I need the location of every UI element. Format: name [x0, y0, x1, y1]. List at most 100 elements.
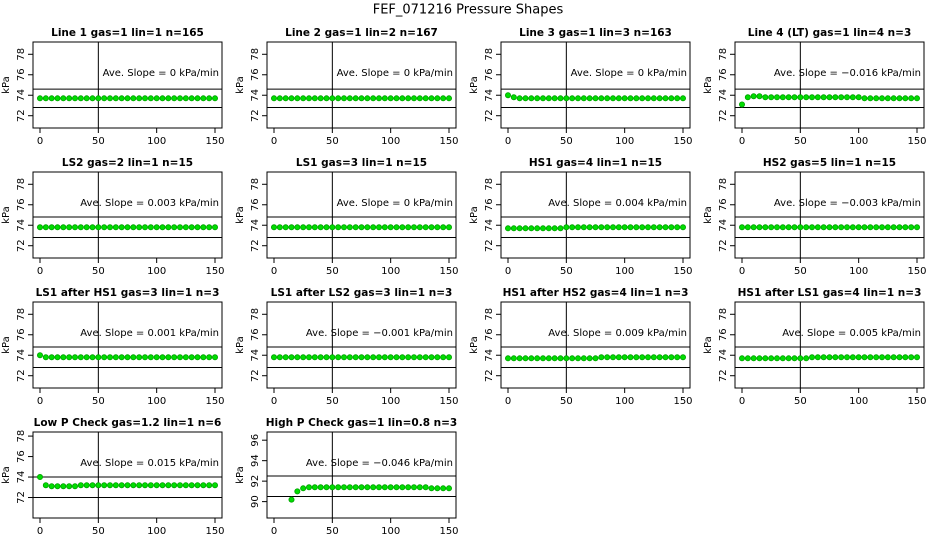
data-point: [838, 354, 845, 361]
data-point: [83, 354, 90, 361]
data-point: [756, 355, 763, 362]
data-point: [569, 224, 576, 231]
data-point: [165, 354, 172, 361]
data-point: [124, 224, 131, 231]
data-point: [504, 355, 511, 362]
data-point: [89, 482, 96, 489]
x-tick-label: 100: [615, 136, 634, 147]
data-point: [176, 95, 183, 102]
data-point: [66, 95, 73, 102]
data-point: [141, 95, 148, 102]
data-point: [908, 224, 915, 231]
data-point: [42, 95, 49, 102]
plot-frame: [266, 171, 457, 259]
data-point: [785, 224, 792, 231]
data-point: [867, 224, 874, 231]
data-point: [54, 224, 61, 231]
x-tick-label: 0: [505, 266, 511, 277]
data-point: [60, 354, 67, 361]
data-point: [575, 224, 582, 231]
data-point: [849, 224, 856, 231]
data-point: [650, 354, 657, 361]
data-point: [282, 354, 289, 361]
data-point: [282, 224, 289, 231]
data-point: [791, 355, 798, 362]
data-point: [540, 225, 547, 232]
data-point: [405, 354, 412, 361]
data-point: [598, 354, 605, 361]
data-point: [410, 484, 417, 491]
data-point: [598, 224, 605, 231]
y-tick-label: 74: [484, 219, 495, 232]
data-point: [615, 354, 622, 361]
data-point: [130, 95, 137, 102]
data-point: [153, 354, 160, 361]
data-point: [358, 354, 365, 361]
data-point: [680, 224, 687, 231]
data-point: [375, 484, 382, 491]
data-point: [124, 482, 131, 489]
data-point: [405, 484, 412, 491]
data-point: [153, 95, 160, 102]
data-point: [83, 482, 90, 489]
data-point: [393, 95, 400, 102]
y-tick-label: 72: [16, 109, 27, 122]
plot-frame: [734, 41, 925, 129]
data-point: [37, 224, 44, 231]
data-point: [621, 354, 628, 361]
data-point: [563, 355, 570, 362]
data-point: [855, 224, 862, 231]
data-point: [182, 224, 189, 231]
x-tick-label: 50: [92, 526, 105, 537]
data-point: [112, 95, 119, 102]
data-point: [428, 95, 435, 102]
y-tick-label: 78: [250, 178, 261, 191]
data-point: [844, 94, 851, 101]
y-tick-label: 74: [16, 219, 27, 232]
data-point: [101, 224, 108, 231]
data-point: [300, 95, 307, 102]
data-point: [534, 95, 541, 102]
data-point: [147, 95, 154, 102]
panel: Line 1 gas=1 lin=1 n=165 kPa 72 74 76 78 0 50 10…: [1, 27, 225, 147]
data-point: [206, 224, 213, 231]
data-point: [832, 354, 839, 361]
y-axis-label: kPa: [1, 336, 12, 354]
data-point: [884, 224, 891, 231]
x-tick-label: 0: [505, 136, 511, 147]
y-tick-label: 92: [250, 475, 261, 488]
data-point: [77, 482, 84, 489]
data-point: [352, 354, 359, 361]
data-point: [586, 224, 593, 231]
data-point: [136, 95, 143, 102]
data-point: [42, 224, 49, 231]
y-tick-label: 96: [250, 434, 261, 447]
data-point: [662, 354, 669, 361]
data-point: [855, 94, 862, 101]
x-tick-label: 100: [849, 396, 868, 407]
y-tick-label: 74: [718, 349, 729, 362]
data-point: [153, 224, 160, 231]
data-point: [440, 354, 447, 361]
data-point: [610, 95, 617, 102]
data-point: [270, 95, 277, 102]
data-point: [621, 224, 628, 231]
data-point: [182, 354, 189, 361]
y-tick-label: 72: [484, 369, 495, 382]
data-point: [60, 95, 67, 102]
x-tick-label: 150: [673, 266, 692, 277]
figure-title: FEF_071216 Pressure Shapes: [373, 3, 564, 18]
data-point: [884, 354, 891, 361]
data-point: [516, 95, 523, 102]
data-point: [311, 224, 318, 231]
data-point: [504, 225, 511, 232]
data-point: [627, 224, 634, 231]
y-axis-label: kPa: [1, 76, 12, 94]
x-tick-label: 0: [271, 396, 277, 407]
data-point: [153, 482, 160, 489]
y-tick-label: 74: [250, 349, 261, 362]
data-point: [633, 354, 640, 361]
data-point: [639, 354, 646, 361]
annotation: Ave. Slope = 0.001 kPa/min: [80, 328, 219, 339]
data-point: [393, 224, 400, 231]
